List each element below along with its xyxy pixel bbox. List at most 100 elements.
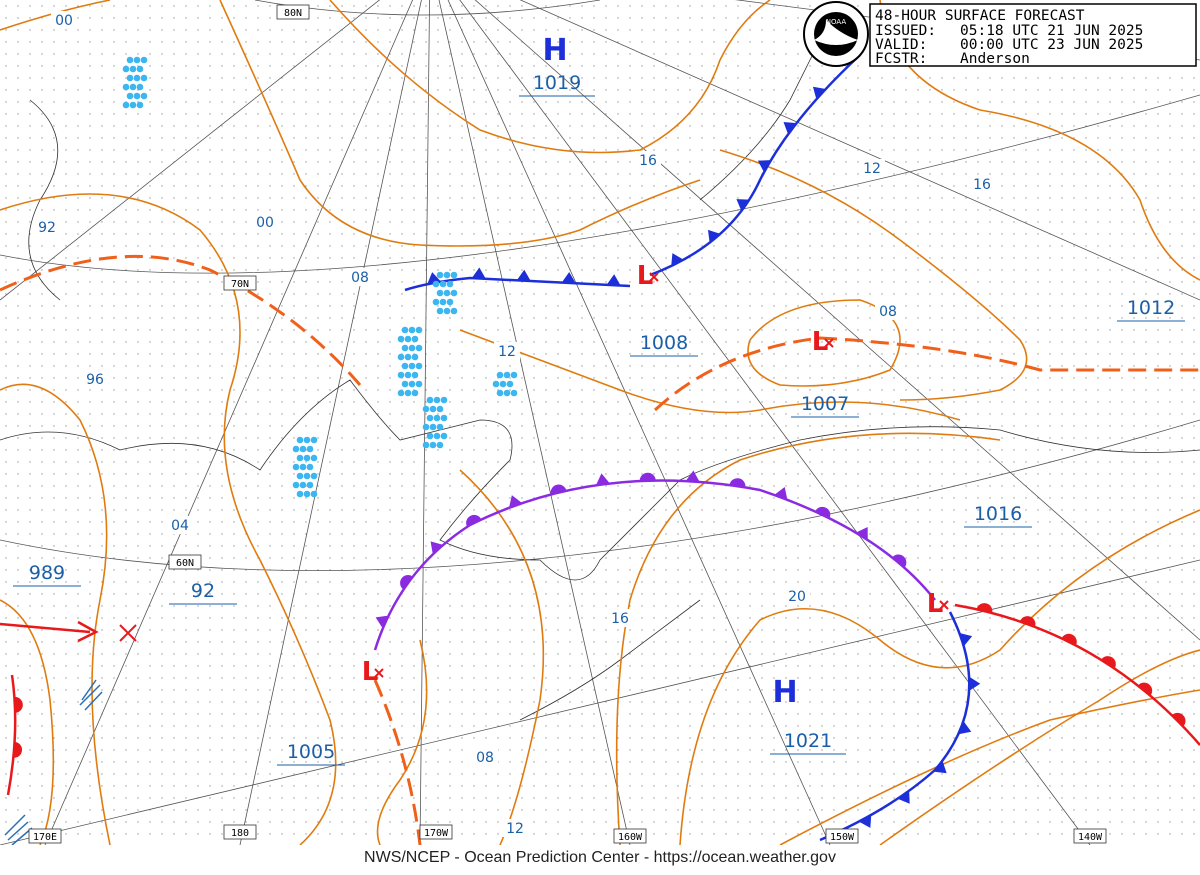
isobar-label: 04	[171, 518, 189, 534]
pressure-label: 989	[29, 562, 65, 584]
grid-label-box	[168, 554, 202, 570]
front-symbol	[1019, 616, 1036, 627]
cold-triangle	[736, 199, 750, 212]
grid-label: 150W	[830, 832, 855, 843]
grid-label: 180	[231, 828, 249, 839]
cold-front	[649, 54, 861, 277]
front-symbol	[516, 269, 531, 282]
precip-dot	[411, 353, 419, 361]
fcstr-label: FCSTR:	[875, 51, 927, 67]
front-symbol	[14, 696, 23, 713]
precip-dot	[433, 414, 441, 422]
precip-dot	[133, 56, 141, 64]
cold-triangle	[471, 267, 486, 279]
front-symbol	[466, 514, 482, 527]
precip-dot	[408, 344, 416, 352]
high-symbol: H	[542, 33, 567, 68]
warm-semicircle	[1019, 616, 1036, 627]
warm-semicircle	[14, 696, 23, 713]
isobar-label: 92	[38, 220, 56, 236]
grid-label: 140W	[1078, 832, 1103, 843]
isobar-label-bg	[635, 151, 661, 169]
warm-semicircle	[400, 575, 413, 590]
header-box: 48-HOUR SURFACE FORECAST ISSUED: 05:18 U…	[869, 3, 1197, 67]
isobar-label: 00	[55, 13, 73, 29]
isobar-label-bg	[167, 516, 193, 534]
precip-dot	[404, 353, 412, 361]
front-symbol	[639, 472, 656, 481]
cold-triangle	[707, 229, 721, 243]
valid-label: VALID:	[875, 37, 927, 53]
precip-dot	[496, 389, 504, 397]
grid-label: 80N	[284, 8, 302, 19]
pressure-label: 1007	[801, 393, 849, 415]
front-symbol	[969, 676, 981, 691]
isobar-label-bg	[82, 370, 108, 388]
grid-label-box	[28, 828, 62, 844]
precip-dot	[136, 83, 144, 91]
precip-dot	[440, 396, 448, 404]
front-symbol	[858, 814, 872, 828]
warm-semicircle	[466, 514, 482, 527]
precip-dot	[303, 472, 311, 480]
cold-triangle	[595, 473, 610, 486]
pressure-label: 1016	[974, 503, 1022, 525]
fcstr: Anderson	[960, 51, 1030, 67]
front-symbol	[1171, 712, 1186, 727]
precip-dot	[401, 344, 409, 352]
warm-semicircle	[13, 741, 23, 758]
grid-label-box	[419, 824, 453, 840]
front-symbol	[13, 741, 23, 758]
front-symbol	[471, 267, 486, 279]
front-symbol	[595, 473, 610, 486]
precip-dot	[310, 472, 318, 480]
precip-dot	[429, 405, 437, 413]
precip-dot	[129, 83, 137, 91]
precip-dot	[503, 389, 511, 397]
precip-dot	[397, 353, 405, 361]
front-symbol	[671, 253, 684, 267]
precip-dot	[439, 280, 447, 288]
precip-dot	[292, 463, 300, 471]
low-x	[824, 338, 834, 348]
cold-triangle	[561, 271, 576, 284]
cold-triangle	[812, 86, 826, 100]
precip-dot	[140, 74, 148, 82]
low-x	[649, 272, 659, 282]
high-pressure: 1021	[784, 730, 832, 752]
grid-label: 60N	[176, 558, 194, 569]
cold-triangle	[774, 487, 788, 500]
pressure-label: 92	[191, 580, 215, 602]
front-symbol	[508, 495, 523, 508]
precip-dot	[510, 371, 518, 379]
isobar-label: 20	[788, 589, 806, 605]
fronts	[0, 54, 1200, 846]
precip-dot	[408, 326, 416, 334]
precip-dot	[306, 463, 314, 471]
front-symbol	[812, 86, 826, 100]
grid-label: 70N	[231, 279, 249, 290]
precip-dot	[503, 371, 511, 379]
precip-dot	[122, 65, 130, 73]
lat-70n	[0, 94, 1200, 274]
isobar-label: 08	[476, 750, 494, 766]
front-symbol	[685, 470, 700, 482]
precip-dot	[299, 445, 307, 453]
precip-dot	[436, 271, 444, 279]
precip-dot	[404, 335, 412, 343]
precip-dot	[422, 405, 430, 413]
trough-front	[0, 254, 362, 386]
precip-dot	[415, 344, 423, 352]
precip-dot	[436, 307, 444, 315]
precip-dot	[140, 92, 148, 100]
precip-dot	[415, 380, 423, 388]
isobar-label: 00	[256, 215, 274, 231]
precip-dot	[432, 280, 440, 288]
isobar-label: 96	[86, 372, 104, 388]
front-symbol	[1137, 682, 1153, 696]
cold-triangle	[933, 760, 947, 774]
precip-dot	[306, 481, 314, 489]
map-background	[0, 0, 1200, 845]
precip-dot	[415, 326, 423, 334]
warm-front	[954, 603, 1200, 746]
